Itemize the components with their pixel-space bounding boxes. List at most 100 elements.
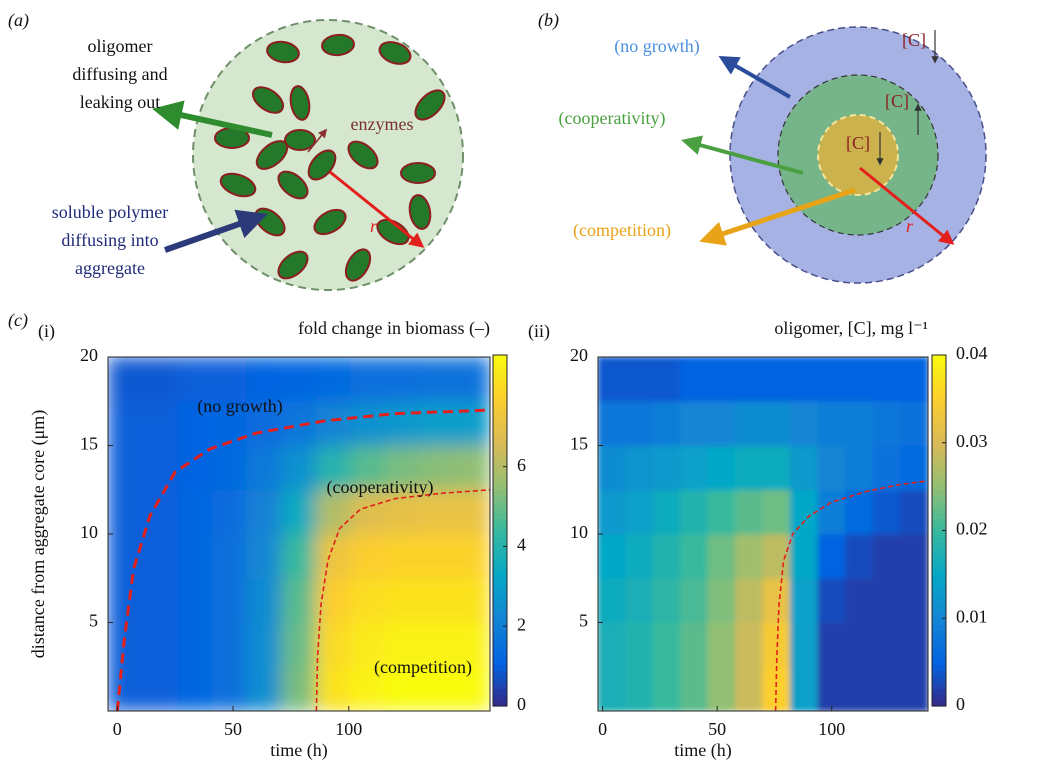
colorbar-step	[493, 408, 507, 414]
heatmap-cell	[598, 578, 627, 623]
heatmap-cell	[708, 401, 737, 446]
heatmap-cell	[818, 578, 847, 623]
colorbar-step	[932, 554, 946, 560]
colorbar-step	[932, 589, 946, 595]
heatmap-cell	[316, 666, 352, 711]
colorbar-step	[932, 624, 946, 630]
panel-label: (a)	[8, 10, 29, 31]
heatmap-cell	[845, 578, 874, 623]
colorbar-tick-label: 6	[517, 455, 526, 475]
colorbar-step	[493, 437, 507, 443]
heatmap-cell	[246, 534, 282, 579]
colorbar-step	[493, 484, 507, 490]
heatmap-cell	[142, 357, 178, 402]
colorbar-step	[493, 531, 507, 537]
heatmap-cell	[108, 534, 144, 579]
heatmap-cell	[351, 357, 387, 402]
colorbar-step	[493, 665, 507, 671]
heatmap-cell	[845, 445, 874, 490]
heatmap-cell	[212, 489, 248, 534]
colorbar-step	[493, 653, 507, 659]
heatmap-cell	[680, 666, 709, 711]
x-axis-label: time (h)	[674, 740, 731, 761]
heatmap-cell	[316, 622, 352, 667]
colorbar-step	[493, 636, 507, 642]
colorbar-step	[493, 612, 507, 618]
x-tick-label: 50	[708, 719, 726, 739]
colorbar-step	[932, 531, 946, 537]
heatmap-cell	[598, 622, 627, 667]
colorbar-step	[932, 583, 946, 589]
colorbar-step	[932, 688, 946, 694]
colorbar-step	[493, 501, 507, 507]
colorbar-step	[493, 460, 507, 466]
heatmap-cell	[212, 534, 248, 579]
heatmap-cell	[246, 489, 282, 534]
colorbar-step	[493, 624, 507, 630]
heatmap-cell	[246, 445, 282, 490]
heatmap-cell	[142, 534, 178, 579]
heatmap-cell	[625, 489, 654, 534]
colorbar-step	[493, 361, 507, 367]
colorbar-step	[932, 490, 946, 496]
colorbar-tick-label: 0	[517, 694, 526, 714]
label: [C]	[885, 91, 909, 111]
heatmap-cell	[625, 357, 654, 402]
label: oligomer	[88, 36, 153, 56]
inner-zone	[818, 115, 898, 195]
label: soluble polymer	[52, 202, 168, 222]
heatmap-cell	[680, 534, 709, 579]
colorbar-step	[493, 525, 507, 531]
heatmap-cell	[385, 401, 421, 446]
y-tick-label: 15	[80, 434, 98, 454]
colorbar-step	[493, 478, 507, 484]
heatmap-cell	[763, 489, 792, 534]
heatmap-cell	[653, 489, 682, 534]
heatmap-cell	[598, 357, 627, 402]
colorbar-step	[932, 519, 946, 525]
heatmap-cell	[142, 578, 178, 623]
heatmap-cell	[845, 534, 874, 579]
heatmap-cell	[653, 666, 682, 711]
colorbar-step	[493, 384, 507, 390]
colorbar-step	[493, 419, 507, 425]
y-tick-label: 10	[80, 522, 98, 542]
y-tick-label: 10	[570, 522, 588, 542]
colorbar-step	[932, 378, 946, 384]
colorbar-step	[932, 454, 946, 460]
heatmap-cell	[735, 578, 764, 623]
heatmap-cell	[900, 357, 929, 402]
colorbar-tick-label: 0.01	[956, 606, 988, 626]
heatmap-cell	[708, 489, 737, 534]
heatmap-cell	[598, 489, 627, 534]
colorbar-step	[932, 484, 946, 490]
heatmap-cell	[108, 357, 144, 402]
colorbar-step	[493, 454, 507, 460]
heatmap-cell	[680, 489, 709, 534]
heatmap-cell	[316, 401, 352, 446]
heatmap-cell	[818, 401, 847, 446]
colorbar-step	[493, 560, 507, 566]
colorbar-step	[932, 513, 946, 519]
x-tick-label: 100	[818, 719, 845, 739]
heatmap-cell	[735, 357, 764, 402]
colorbar-tick-label: 0.04	[956, 343, 988, 363]
heatmap-cell	[212, 578, 248, 623]
colorbar-step	[493, 414, 507, 420]
colorbar-step	[493, 589, 507, 595]
colorbar-step	[493, 548, 507, 554]
panel-label: (ii)	[528, 321, 550, 342]
heatmap-cell	[873, 445, 902, 490]
colorbar-step	[493, 373, 507, 379]
heatmap-cell	[385, 578, 421, 623]
heatmap-cell	[385, 357, 421, 402]
colorbar-step	[493, 513, 507, 519]
heatmap-cell	[177, 622, 213, 667]
heatmap-cell	[708, 622, 737, 667]
colorbar-step	[493, 595, 507, 601]
x-tick-label: 0	[113, 719, 122, 739]
heatmap-cell	[385, 534, 421, 579]
heatmap-cell	[420, 578, 456, 623]
heatmap-cell	[455, 489, 491, 534]
colorbar-tick-label: 0	[956, 694, 965, 714]
